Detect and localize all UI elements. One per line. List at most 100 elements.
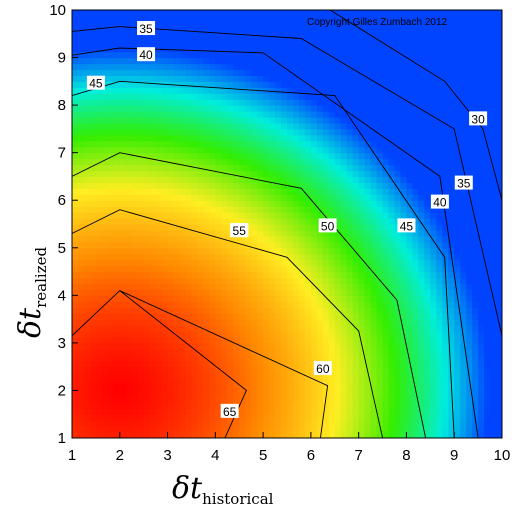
heatmap-cell (179, 134, 187, 142)
heatmap-cell (107, 128, 115, 136)
heatmap-cell (125, 15, 133, 23)
heatmap-cell (215, 45, 222, 53)
heatmap-cell (263, 336, 270, 344)
heatmap-cell (418, 307, 425, 314)
heatmap-cell (263, 93, 270, 100)
heatmap-cell (89, 63, 97, 71)
heatmap-cell (316, 158, 324, 166)
heatmap-cell (149, 194, 157, 201)
heatmap-cell (203, 229, 210, 237)
heatmap-cell (364, 206, 372, 213)
heatmap-cell (334, 27, 342, 35)
heatmap-cell (179, 259, 187, 267)
heatmap-cell (113, 390, 121, 397)
heatmap-cell (340, 111, 348, 118)
heatmap-cell (95, 360, 103, 368)
heatmap-cell (233, 140, 240, 148)
heatmap-cell (203, 99, 210, 106)
heatmap-cell (131, 289, 139, 296)
heatmap-cell (89, 378, 97, 386)
heatmap-cell (227, 283, 234, 290)
heatmap-cell (430, 75, 437, 82)
heatmap-cell (77, 301, 85, 308)
heatmap-cell (316, 307, 324, 314)
heatmap-cell (191, 117, 199, 124)
heatmap-cell (466, 420, 473, 427)
heatmap-cell (95, 378, 103, 386)
heatmap-cell (460, 378, 467, 386)
heatmap-cell (298, 182, 306, 189)
heatmap-cell (400, 99, 408, 106)
heatmap-cell (275, 295, 282, 302)
heatmap-cell (460, 99, 467, 106)
heatmap-cell (358, 301, 366, 308)
heatmap-cell (221, 182, 228, 189)
heatmap-cell (292, 212, 300, 219)
heatmap-cell (191, 93, 199, 100)
heatmap-cell (448, 313, 455, 320)
heatmap-cell (466, 396, 473, 403)
heatmap-cell (322, 152, 330, 160)
heatmap-cell (406, 342, 414, 350)
heatmap-cell (334, 194, 342, 201)
heatmap-cell (424, 194, 431, 201)
heatmap-cell (442, 420, 449, 427)
heatmap-cell (137, 176, 145, 183)
heatmap-cell (263, 378, 270, 386)
heatmap-cell (113, 69, 121, 76)
heatmap-cell (352, 396, 360, 403)
heatmap-cell (442, 39, 449, 47)
heatmap-cell (358, 348, 366, 356)
heatmap-cell (257, 360, 264, 368)
heatmap-cell (131, 432, 139, 438)
heatmap-cell (191, 99, 199, 106)
heatmap-cell (107, 420, 115, 427)
heatmap-cell (263, 384, 270, 392)
heatmap-cell (388, 384, 396, 392)
heatmap-cell (72, 408, 79, 415)
heatmap-cell (310, 354, 318, 362)
heatmap-cell (448, 134, 455, 142)
heatmap-cell (209, 57, 216, 65)
heatmap-cell (478, 414, 485, 421)
heatmap-cell (215, 212, 222, 219)
heatmap-cell (328, 33, 336, 41)
heatmap-cell (155, 283, 163, 290)
heatmap-cell (310, 27, 318, 35)
heatmap-cell (221, 122, 228, 130)
heatmap-cell (191, 229, 199, 237)
heatmap-cell (185, 128, 193, 136)
heatmap-cell (107, 176, 115, 183)
heatmap-cell (412, 271, 419, 279)
heatmap-cell (460, 390, 467, 397)
heatmap-cell (358, 105, 366, 112)
heatmap-cell (107, 426, 115, 433)
heatmap-cell (131, 200, 139, 207)
heatmap-cell (113, 235, 121, 243)
heatmap-cell (119, 224, 127, 231)
heatmap-cell (89, 277, 97, 285)
heatmap-cell (388, 402, 396, 409)
heatmap-cell (472, 75, 479, 82)
heatmap-cell (227, 259, 234, 267)
heatmap-cell (137, 188, 145, 195)
heatmap-cell (197, 313, 204, 320)
heatmap-cell (191, 200, 199, 207)
heatmap-cell (418, 331, 425, 338)
heatmap-cell (257, 105, 264, 112)
heatmap-cell (257, 134, 264, 142)
heatmap-cell (221, 307, 228, 314)
heatmap-cell (460, 200, 467, 207)
heatmap-cell (89, 229, 97, 237)
heatmap-cell (72, 194, 79, 201)
heatmap-cell (227, 200, 234, 207)
heatmap-cell (72, 384, 79, 392)
heatmap-cell (340, 384, 348, 392)
heatmap-cell (430, 271, 437, 279)
heatmap-cell (304, 289, 312, 296)
heatmap-cell (269, 354, 276, 362)
heatmap-cell (436, 10, 443, 17)
heatmap-cell (340, 27, 348, 35)
heatmap-cell (287, 134, 294, 142)
heatmap-cell (442, 384, 449, 392)
